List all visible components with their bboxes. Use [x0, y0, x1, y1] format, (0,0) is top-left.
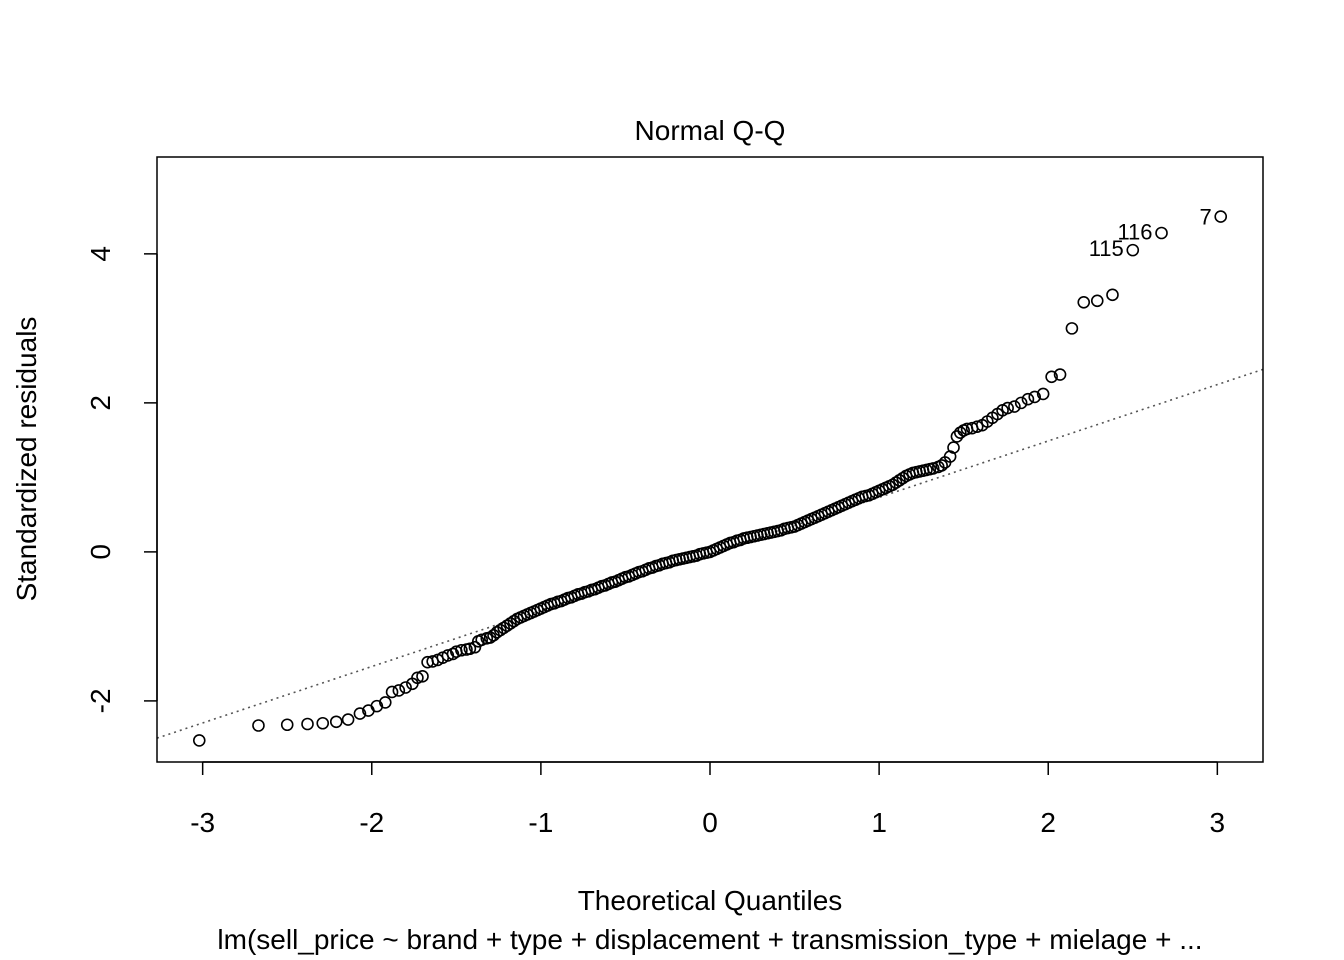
- data-point: [947, 441, 960, 454]
- x-axis: -3 -2 -1 0 1 2 3: [190, 761, 1226, 838]
- data-point: [1090, 294, 1104, 308]
- x-tick-label: 3: [1210, 807, 1226, 838]
- x-tick-label: 1: [871, 807, 887, 838]
- data-point: [416, 670, 429, 683]
- y-axis: -2 0 2 4: [85, 246, 158, 713]
- data-point: [468, 640, 482, 654]
- data-point: [935, 459, 948, 472]
- data-point: [280, 718, 294, 732]
- data-point: [399, 681, 412, 694]
- data-point: [1077, 295, 1091, 309]
- data-point: [385, 685, 399, 699]
- data-point: [970, 420, 984, 434]
- data-point: [1028, 390, 1041, 404]
- point-label: 116: [1117, 220, 1152, 245]
- x-tick-label: -3: [190, 807, 215, 838]
- x-tick-label: -2: [359, 807, 384, 838]
- data-point: [1036, 387, 1050, 401]
- data-point: [379, 696, 392, 709]
- data-point: [1001, 401, 1014, 415]
- data-point: [329, 715, 343, 729]
- y-tick-label: 0: [85, 544, 116, 560]
- data-point: [1008, 400, 1021, 413]
- y-tick-label: -2: [85, 688, 116, 713]
- x-tick-label: 0: [702, 807, 718, 838]
- data-point: [252, 719, 265, 732]
- data-point: [1155, 226, 1168, 240]
- data-point: [1106, 288, 1119, 302]
- x-tick-label: 2: [1040, 807, 1056, 838]
- data-point: [455, 643, 468, 657]
- data-point: [301, 717, 314, 731]
- data-point: [192, 734, 206, 747]
- data-point: [341, 713, 355, 726]
- data-point: [316, 716, 330, 730]
- data-point: [353, 707, 367, 720]
- data-point: [1014, 396, 1028, 410]
- data-point: [1065, 322, 1079, 335]
- data-point: [1053, 368, 1067, 381]
- x-axis-label: Theoretical Quantiles: [578, 885, 843, 916]
- points-layer: [192, 210, 1228, 747]
- data-point: [463, 642, 477, 656]
- y-axis-label: Standardized residuals: [11, 317, 42, 602]
- point-label: 115: [1089, 236, 1124, 261]
- data-point: [392, 684, 406, 697]
- data-point: [1126, 243, 1140, 257]
- data-point: [1045, 370, 1058, 384]
- chart-title: Normal Q-Q: [635, 115, 786, 146]
- point-label: 7: [1199, 205, 1211, 230]
- data-point: [1214, 210, 1228, 223]
- data-point: [411, 671, 424, 685]
- data-point: [475, 633, 488, 647]
- data-point: [1021, 392, 1035, 406]
- x-tick-label: -1: [528, 807, 553, 838]
- data-point: [926, 462, 940, 475]
- model-formula-subtitle: lm(sell_price ~ brand + type + displacem…: [217, 924, 1202, 955]
- y-tick-label: 4: [85, 246, 116, 262]
- y-tick-label: 2: [85, 395, 116, 411]
